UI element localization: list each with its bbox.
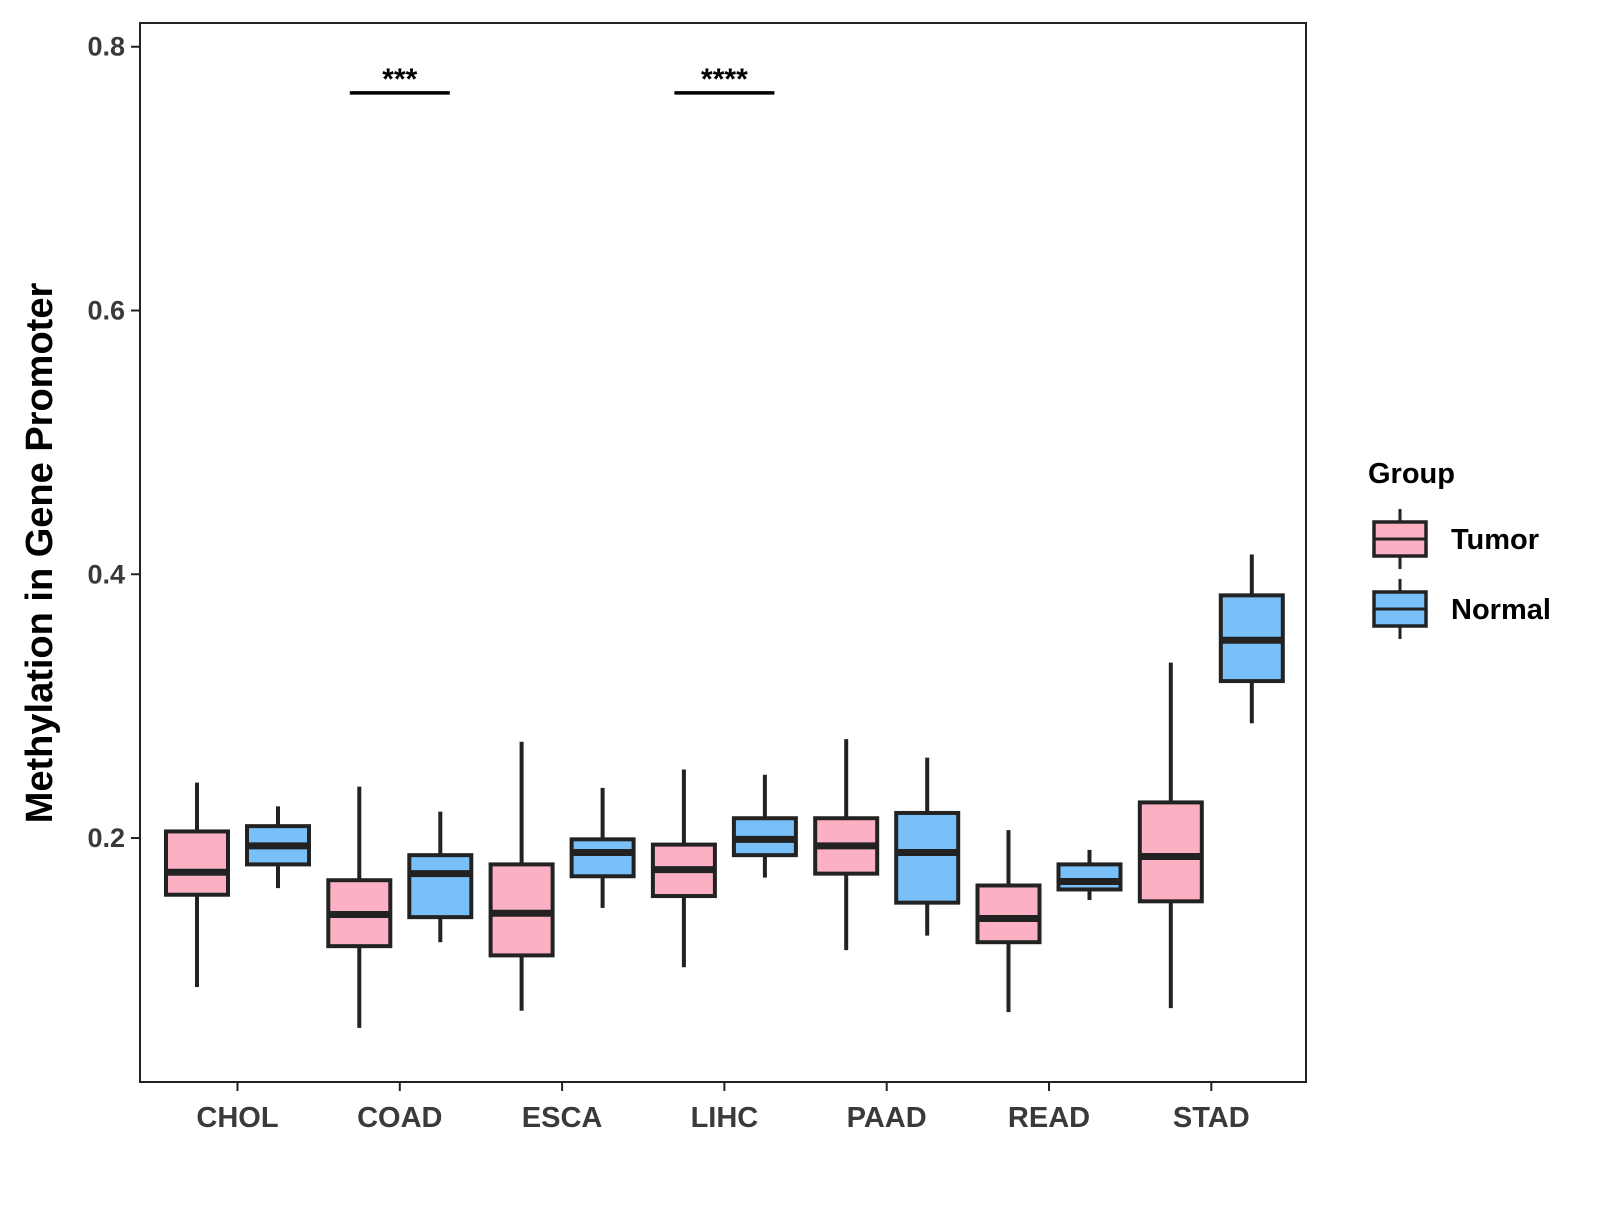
significance-label-coad: ***: [382, 63, 417, 96]
plot-frame: [139, 22, 1307, 1083]
annotations-layer: *** ****: [349, 63, 775, 96]
x-tick-label-chol: CHOL: [196, 1102, 278, 1134]
legend-item-normal: Normal: [1372, 579, 1551, 639]
legend-label-normal: Normal: [1451, 594, 1551, 626]
iqr-box-paad-normal: [894, 810, 961, 905]
y-tick-label-2: 0.6: [87, 295, 125, 325]
iqr-box-chol-tumor: [164, 829, 230, 897]
box-coad-tumor: [326, 786, 393, 1028]
iqr-box-read-normal: [1056, 862, 1123, 892]
x-axis: CHOL COAD ESCA LIHC PAAD READ STAD: [196, 1082, 1250, 1134]
y-tick-label-1: 0.4: [87, 559, 125, 589]
box-chol-normal: [245, 806, 311, 889]
x-tick-label-read: READ: [1008, 1102, 1090, 1134]
legend-label-tumor: Tumor: [1451, 524, 1539, 556]
y-axis: 0.2 0.4 0.6 0.8: [87, 32, 140, 853]
x-tick-label-esca: ESCA: [522, 1102, 603, 1134]
box-coad-normal: [407, 811, 474, 943]
significance-label-lihc: ****: [701, 63, 748, 96]
x-tick-label-lihc: LIHC: [691, 1102, 759, 1134]
box-lihc-normal: [731, 774, 798, 878]
box-stad-tumor: [1137, 662, 1204, 1009]
boxes-layer: [164, 554, 1285, 1028]
iqr-box-stad-tumor: [1137, 800, 1204, 904]
box-stad-normal: [1218, 554, 1285, 724]
iqr-box-read-tumor: [975, 883, 1042, 945]
y-tick-label-0: 0.2: [87, 823, 125, 853]
y-tick-label-3: 0.8: [87, 32, 125, 62]
x-tick-label-coad: COAD: [357, 1102, 442, 1134]
box-lihc-tumor: [650, 769, 717, 968]
box-paad-normal: [894, 757, 961, 936]
iqr-box-coad-normal: [407, 853, 474, 920]
box-esca-tumor: [488, 741, 555, 1011]
box-paad-tumor: [813, 739, 880, 951]
iqr-box-esca-normal: [569, 837, 636, 879]
box-read-normal: [1056, 849, 1123, 901]
box-read-tumor: [975, 830, 1042, 1013]
y-axis-title: Methylation in Gene Promoter: [19, 283, 61, 824]
legend-item-tumor: Tumor: [1372, 509, 1539, 569]
x-tick-label-stad: STAD: [1173, 1102, 1250, 1134]
box-chol-tumor: [164, 782, 230, 988]
legend-title: Group: [1368, 458, 1455, 490]
box-esca-normal: [569, 787, 636, 908]
legend: Group Tumor Normal: [1368, 458, 1551, 639]
x-tick-label-paad: PAAD: [847, 1102, 927, 1134]
